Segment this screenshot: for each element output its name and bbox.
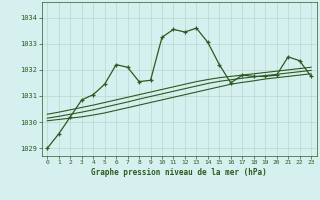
X-axis label: Graphe pression niveau de la mer (hPa): Graphe pression niveau de la mer (hPa)	[91, 168, 267, 177]
